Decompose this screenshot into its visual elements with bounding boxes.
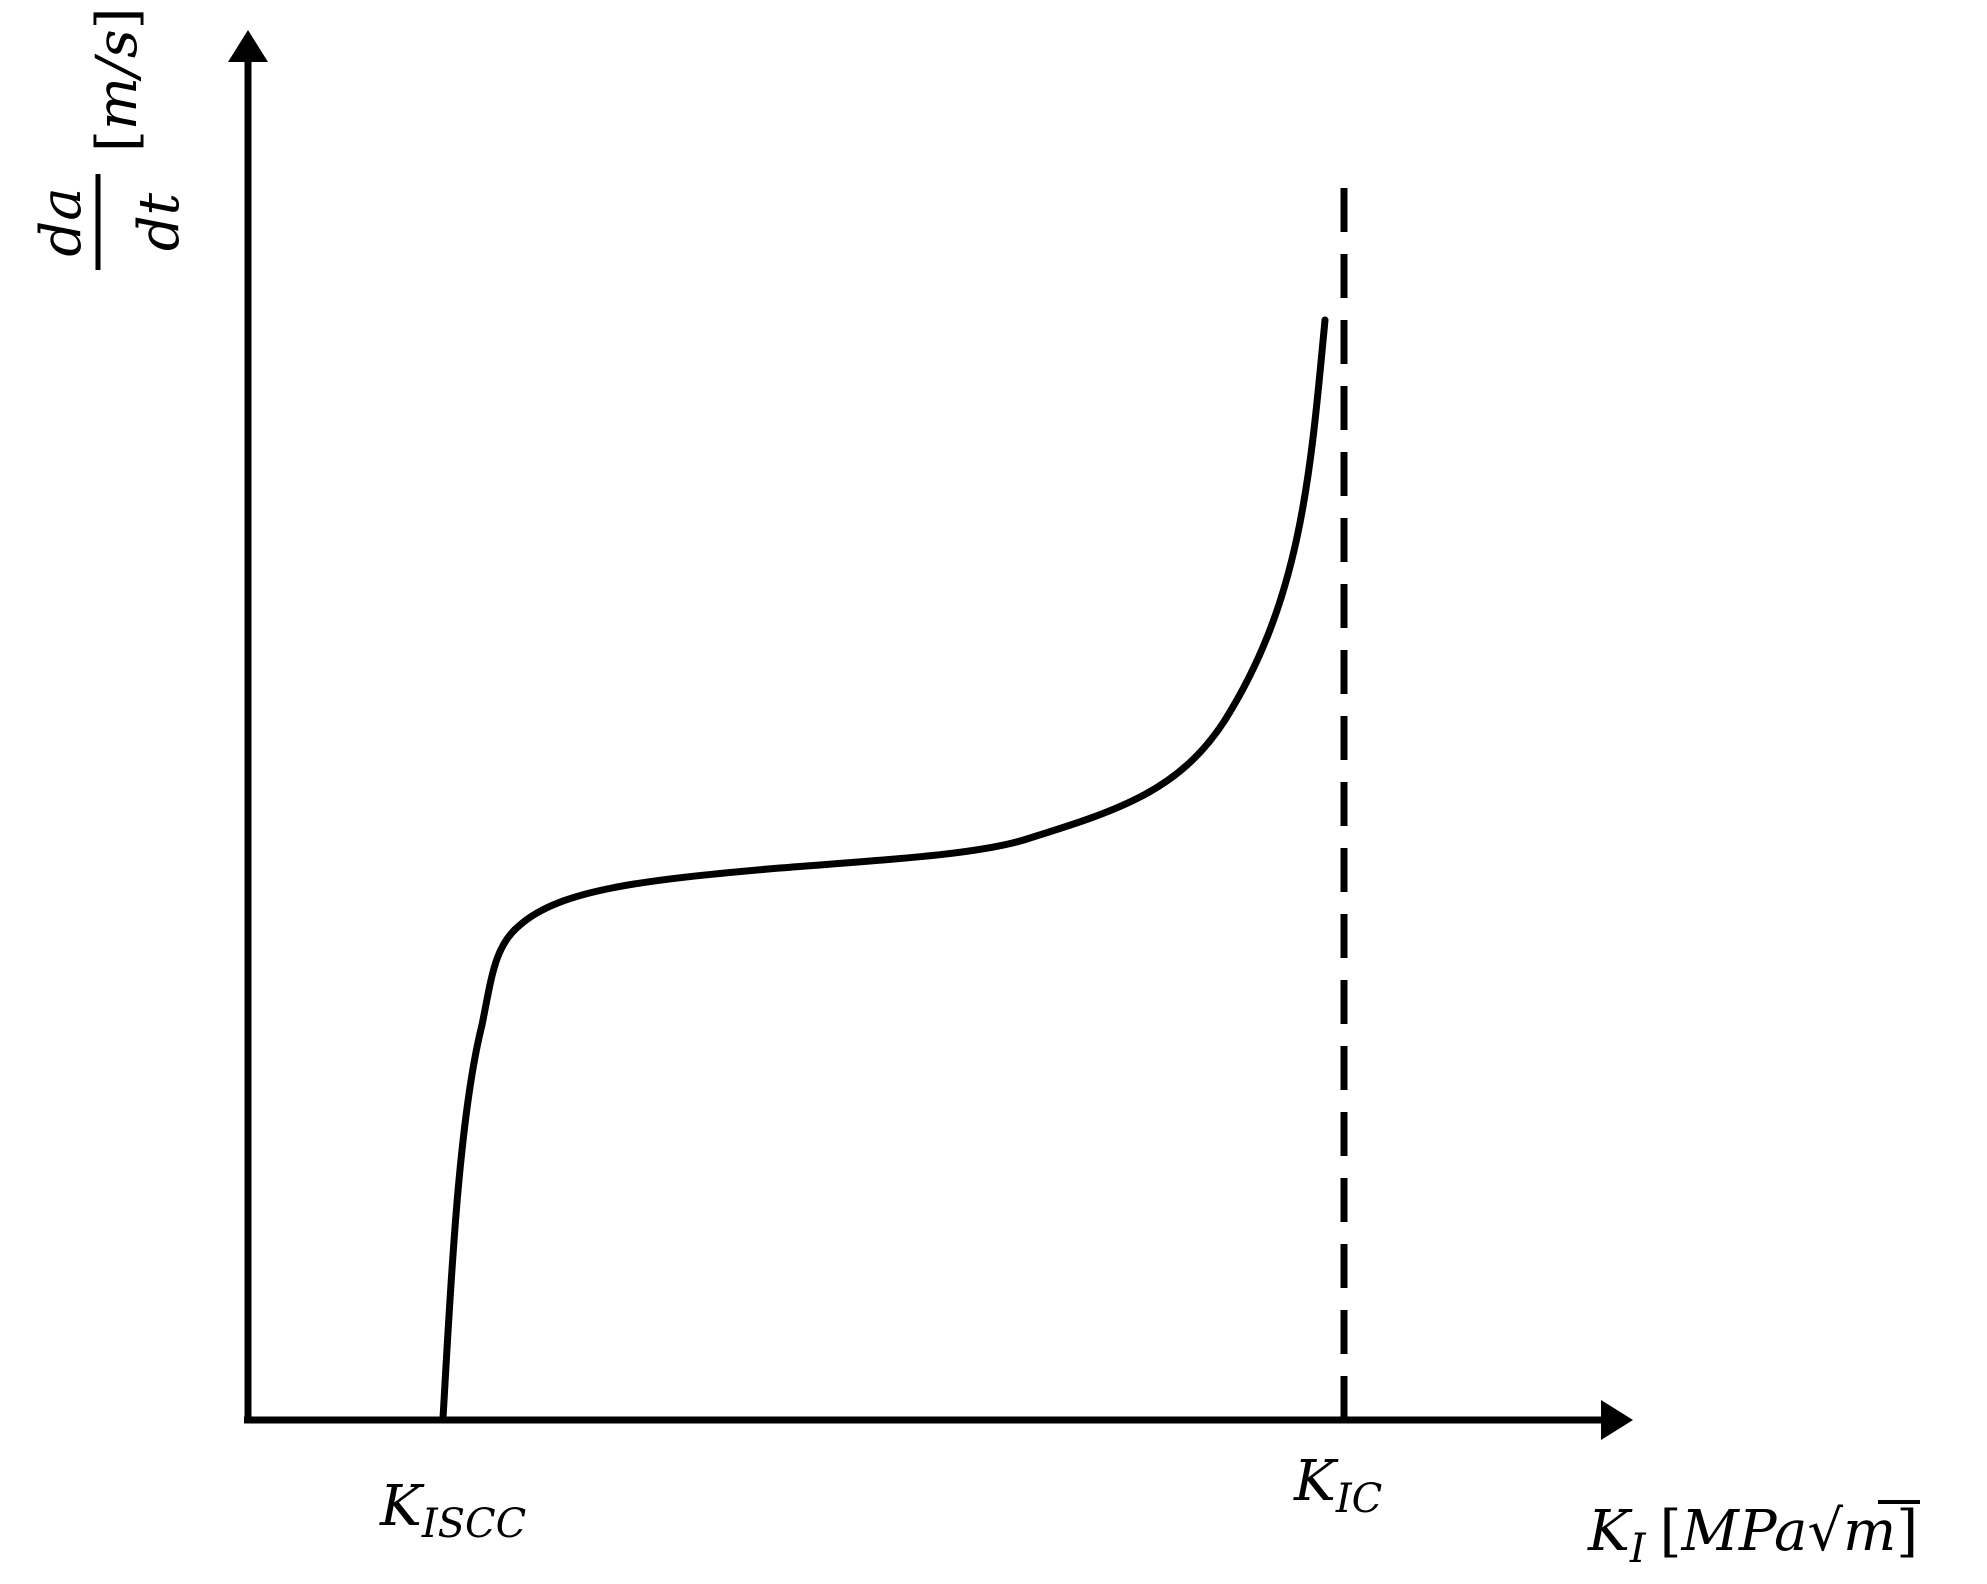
y-label-numerator: da: [29, 187, 94, 256]
kiscc-label: KISCC: [379, 1474, 526, 1547]
x-axis-label: KI [MPa√m]: [1587, 1499, 1918, 1572]
y-label-denominator: dt: [127, 192, 192, 251]
y-label-unit: [m/s]: [85, 8, 150, 152]
y-axis-label: da dt [m/s]: [29, 8, 192, 270]
kic-label: KIC: [1293, 1449, 1382, 1522]
crack-growth-curve: [439, 316, 1329, 1422]
x-axis-arrowhead: [1601, 1400, 1633, 1440]
y-axis-arrowhead: [228, 30, 268, 62]
